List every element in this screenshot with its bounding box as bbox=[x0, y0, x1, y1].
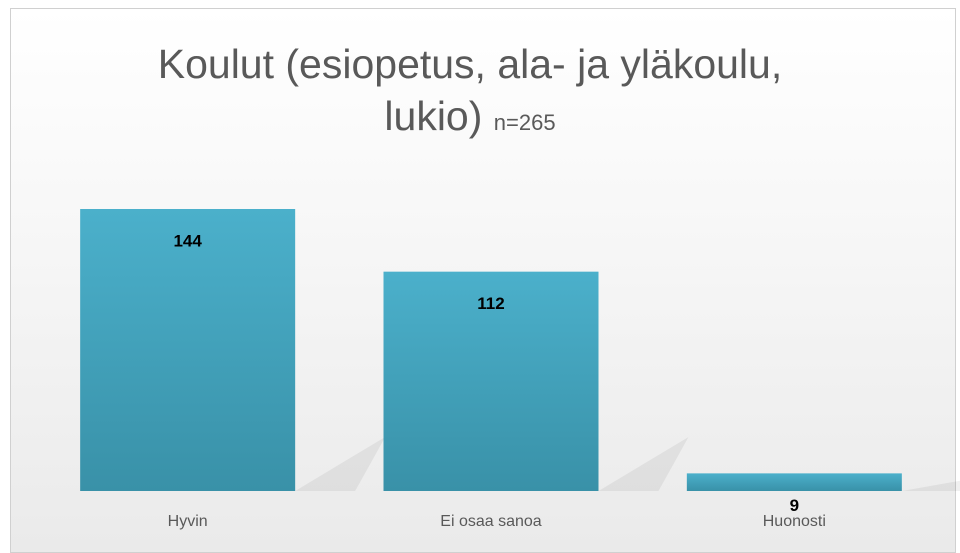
x-tick-label: Huonosti bbox=[763, 513, 826, 530]
chart-subtitle: n=265 bbox=[493, 110, 556, 135]
chart-title-block: Koulut (esiopetus, ala- ja yläkoulu, luk… bbox=[110, 38, 830, 149]
chart-title: Koulut (esiopetus, ala- ja yläkoulu, luk… bbox=[157, 41, 783, 139]
bar bbox=[686, 473, 902, 491]
data-label: 112 bbox=[477, 294, 504, 313]
x-tick-label: Ei osaa sanoa bbox=[440, 513, 542, 530]
bar bbox=[80, 209, 296, 491]
bar-shadow bbox=[901, 480, 960, 491]
bar-shadow bbox=[295, 437, 386, 491]
bar bbox=[383, 271, 599, 491]
data-label: 144 bbox=[173, 231, 202, 250]
data-label: 9 bbox=[790, 496, 799, 515]
bar-shadow bbox=[598, 437, 689, 491]
x-tick-label: Hyvin bbox=[168, 513, 208, 530]
